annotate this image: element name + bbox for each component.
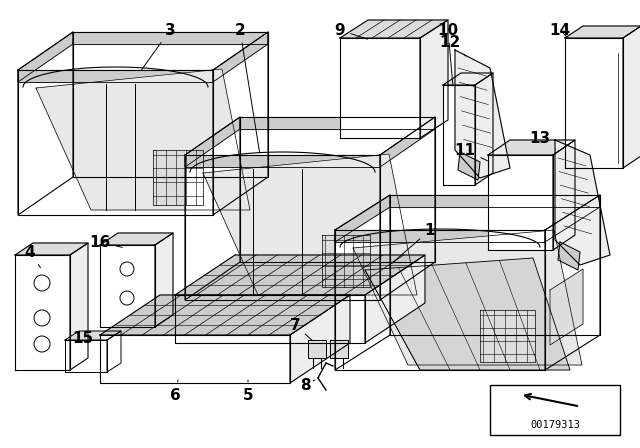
Polygon shape [545, 195, 600, 370]
Polygon shape [335, 195, 390, 242]
Polygon shape [175, 295, 365, 343]
Polygon shape [240, 117, 435, 129]
Polygon shape [335, 230, 545, 242]
Polygon shape [458, 152, 480, 180]
Polygon shape [290, 295, 350, 383]
Polygon shape [73, 32, 268, 44]
Polygon shape [335, 230, 545, 370]
Polygon shape [565, 26, 640, 38]
Polygon shape [185, 117, 240, 300]
Polygon shape [155, 233, 173, 327]
Polygon shape [18, 70, 213, 82]
Text: 5: 5 [243, 380, 253, 402]
Text: 3: 3 [141, 22, 175, 70]
Text: 13: 13 [529, 130, 556, 148]
Polygon shape [322, 235, 370, 287]
Polygon shape [308, 340, 326, 358]
Polygon shape [340, 20, 448, 38]
Polygon shape [488, 155, 553, 250]
Polygon shape [100, 245, 155, 327]
Text: 15: 15 [72, 331, 93, 345]
Polygon shape [185, 155, 380, 300]
Polygon shape [335, 195, 390, 370]
Polygon shape [65, 331, 121, 340]
Polygon shape [443, 73, 493, 85]
Bar [490, 385, 620, 435]
Polygon shape [185, 155, 380, 167]
Polygon shape [390, 195, 600, 335]
Polygon shape [550, 269, 583, 345]
Polygon shape [18, 32, 73, 215]
Text: 7: 7 [290, 318, 312, 340]
Text: 10: 10 [437, 22, 459, 84]
Polygon shape [390, 195, 600, 207]
Text: 6: 6 [170, 380, 180, 402]
Text: 00179313: 00179313 [530, 420, 580, 430]
Polygon shape [365, 255, 425, 343]
Polygon shape [240, 117, 435, 262]
Text: 14: 14 [549, 22, 571, 38]
Text: 8: 8 [300, 378, 315, 392]
Polygon shape [380, 117, 435, 300]
Text: 16: 16 [90, 234, 122, 250]
Polygon shape [420, 20, 448, 138]
Polygon shape [623, 26, 640, 168]
Polygon shape [36, 69, 250, 210]
Polygon shape [65, 340, 107, 372]
Polygon shape [15, 255, 70, 370]
Text: 1: 1 [392, 223, 435, 263]
Polygon shape [380, 117, 435, 167]
Polygon shape [480, 310, 535, 362]
Polygon shape [330, 340, 348, 358]
Polygon shape [558, 242, 580, 270]
Polygon shape [185, 117, 240, 167]
Text: 12: 12 [440, 34, 466, 56]
Polygon shape [488, 140, 575, 155]
Polygon shape [107, 331, 121, 372]
Polygon shape [475, 73, 493, 185]
Text: 2: 2 [235, 22, 260, 152]
Polygon shape [353, 230, 582, 365]
Polygon shape [365, 258, 570, 370]
Polygon shape [565, 38, 623, 168]
Polygon shape [203, 154, 417, 295]
Polygon shape [455, 50, 510, 178]
Polygon shape [100, 335, 290, 383]
Polygon shape [340, 38, 420, 138]
Polygon shape [175, 255, 425, 295]
Polygon shape [213, 32, 268, 82]
Polygon shape [555, 140, 610, 265]
Polygon shape [443, 85, 475, 185]
Polygon shape [545, 195, 600, 242]
Text: 11: 11 [454, 142, 488, 161]
Polygon shape [15, 243, 88, 255]
Polygon shape [153, 150, 203, 205]
Polygon shape [553, 140, 575, 250]
Polygon shape [100, 295, 350, 335]
Polygon shape [18, 70, 213, 215]
Polygon shape [100, 233, 173, 245]
Polygon shape [73, 32, 268, 177]
Text: 4: 4 [25, 245, 40, 268]
Polygon shape [18, 32, 73, 82]
Text: 9: 9 [335, 22, 367, 39]
Polygon shape [213, 32, 268, 215]
Polygon shape [70, 243, 88, 370]
